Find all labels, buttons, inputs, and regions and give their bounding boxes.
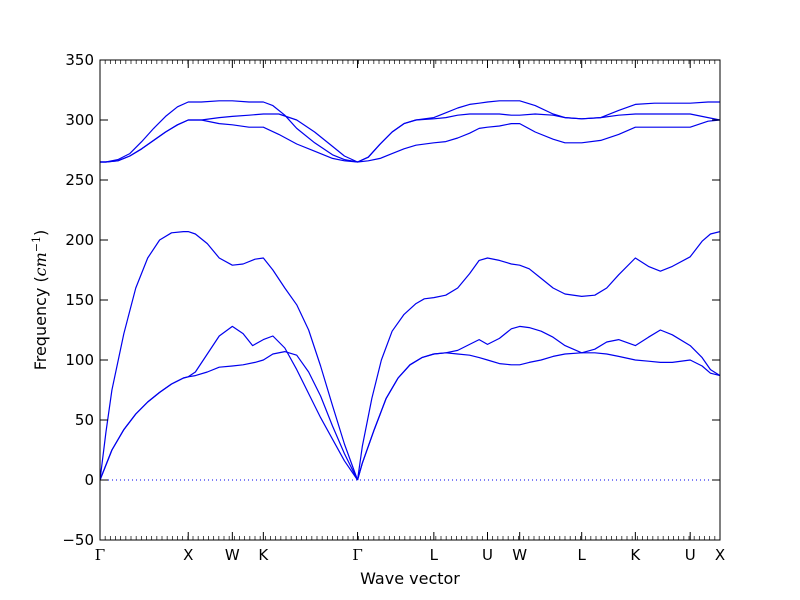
x-tick-label: W <box>225 546 240 564</box>
y-tick-label: −50 <box>62 531 94 549</box>
y-tick-label: 350 <box>65 51 94 69</box>
phonon-branch-4 <box>356 352 720 481</box>
y-tick-label: 150 <box>65 291 94 309</box>
phonon-branch-3 <box>100 231 359 481</box>
phonon-branch-7 <box>100 119 720 163</box>
phonon-branch-6 <box>356 231 720 481</box>
y-axis-label-suffix: ) <box>31 230 50 236</box>
x-tick-label: K <box>258 546 269 564</box>
x-tick-label: U <box>482 546 493 564</box>
x-tick-label: L <box>578 546 587 564</box>
axes-frame <box>99 59 721 541</box>
x-tick-label: X <box>715 546 725 564</box>
y-tick-label: 250 <box>65 171 94 189</box>
x-tick-label: U <box>685 546 696 564</box>
phonon-branch-1 <box>100 351 359 481</box>
phonon-branch-5 <box>356 325 720 481</box>
y-axis-label-exponent: −1 <box>30 236 43 252</box>
x-tick-label: L <box>430 546 439 564</box>
y-axis-label-prefix: Frequency ( <box>31 276 50 370</box>
x-tick-label: X <box>183 546 193 564</box>
y-tick-label: 100 <box>65 351 94 369</box>
y-axis-label: Frequency (cm−1) <box>30 230 51 371</box>
phonon-branch-9 <box>100 100 720 163</box>
x-tick-label: K <box>630 546 641 564</box>
y-tick-label: 200 <box>65 231 94 249</box>
y-axis-label-unit: cm <box>31 252 50 276</box>
x-tick-label: Γ <box>95 546 105 564</box>
x-tick-label: Γ <box>352 546 362 564</box>
y-tick-label: 50 <box>75 411 94 429</box>
phonon-branch-2 <box>100 325 359 481</box>
y-tick-label: 300 <box>65 111 94 129</box>
y-tick-label: 0 <box>84 471 94 489</box>
x-tick-label: W <box>512 546 527 564</box>
x-axis-label: Wave vector <box>360 569 460 588</box>
